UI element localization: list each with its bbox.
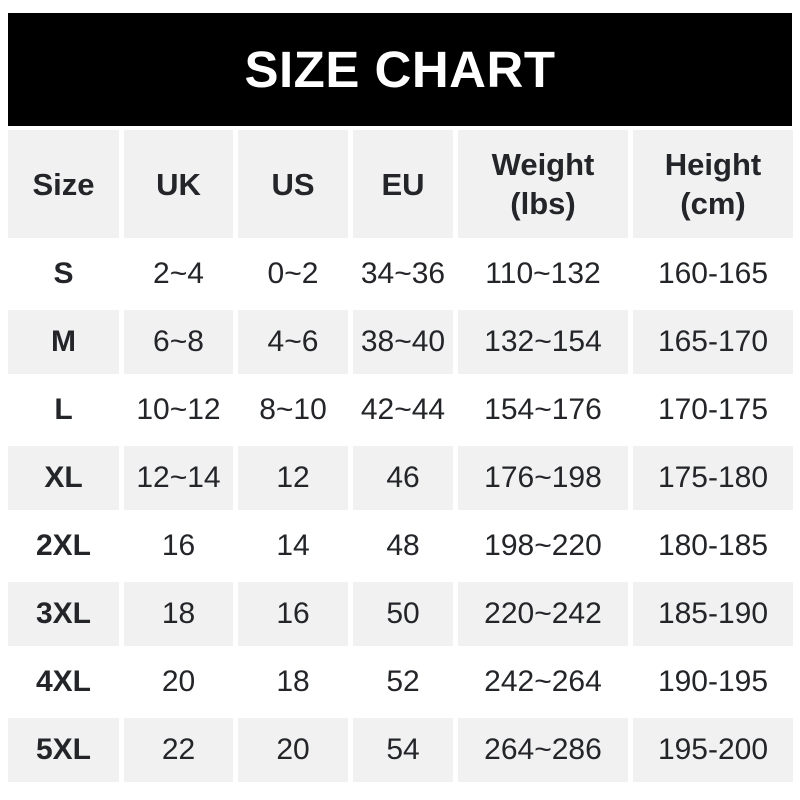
table-cell: 220~242 xyxy=(458,582,628,646)
table-cell: 170-175 xyxy=(657,393,769,426)
size-cell: 4XL xyxy=(35,665,92,698)
table-cell: 2~4 xyxy=(153,257,204,290)
table-cell: 154~176 xyxy=(484,393,602,426)
table-cell: 132~154 xyxy=(458,310,628,374)
table-cell: 22 xyxy=(124,718,233,782)
table-cell: 165-170 xyxy=(633,310,793,374)
table-cell: 34~36 xyxy=(360,257,446,290)
table-cell: 20 xyxy=(238,718,348,782)
table-cell: 190-195 xyxy=(657,665,769,698)
column-header-height: Height (cm) xyxy=(633,130,793,238)
table-cell: 20 xyxy=(161,665,196,698)
table-cell: 42~44 xyxy=(360,393,446,426)
size-table: Size UK US EU Weight (lbs) Height (cm) S… xyxy=(8,130,793,782)
table-cell: 195-200 xyxy=(633,718,793,782)
table-cell: 242~264 xyxy=(484,665,602,698)
size-cell: 5XL xyxy=(8,718,119,782)
table-cell: 12~14 xyxy=(124,446,233,510)
page-title: SIZE CHART xyxy=(244,41,556,98)
table-cell: 46 xyxy=(353,446,453,510)
column-header-us: US xyxy=(238,130,348,238)
table-cell: 16 xyxy=(161,529,196,562)
table-cell: 264~286 xyxy=(458,718,628,782)
table-cell: 16 xyxy=(238,582,348,646)
title-banner: SIZE CHART xyxy=(8,13,792,126)
column-header-uk: UK xyxy=(124,130,233,238)
size-cell: 3XL xyxy=(8,582,119,646)
table-cell: 18 xyxy=(276,665,310,698)
table-cell: 12 xyxy=(238,446,348,510)
table-cell: 14 xyxy=(276,529,310,562)
table-cell: 185-190 xyxy=(633,582,793,646)
table-cell: 180-185 xyxy=(657,529,769,562)
table-cell: 198~220 xyxy=(484,529,602,562)
column-header-weight: Weight (lbs) xyxy=(458,130,628,238)
column-header-size: Size xyxy=(8,130,119,238)
size-chart-page: SIZE CHART Size UK US EU Weight (lbs) He… xyxy=(8,13,793,782)
table-cell: 8~10 xyxy=(259,393,327,426)
size-cell: 2XL xyxy=(35,529,92,562)
table-cell: 110~132 xyxy=(485,257,601,290)
table-cell: 160-165 xyxy=(657,257,769,290)
size-cell: L xyxy=(54,393,73,426)
size-cell: S xyxy=(53,257,74,290)
size-cell: XL xyxy=(8,446,119,510)
table-cell: 50 xyxy=(353,582,453,646)
table-cell: 18 xyxy=(124,582,233,646)
table-cell: 6~8 xyxy=(124,310,233,374)
table-cell: 52 xyxy=(386,665,420,698)
table-cell: 175-180 xyxy=(633,446,793,510)
table-cell: 48 xyxy=(386,529,420,562)
table-cell: 10~12 xyxy=(136,393,221,426)
table-cell: 4~6 xyxy=(238,310,348,374)
column-header-eu: EU xyxy=(353,130,453,238)
table-cell: 54 xyxy=(353,718,453,782)
table-cell: 0~2 xyxy=(267,257,319,290)
table-cell: 176~198 xyxy=(458,446,628,510)
table-cell: 38~40 xyxy=(353,310,453,374)
size-cell: M xyxy=(8,310,119,374)
